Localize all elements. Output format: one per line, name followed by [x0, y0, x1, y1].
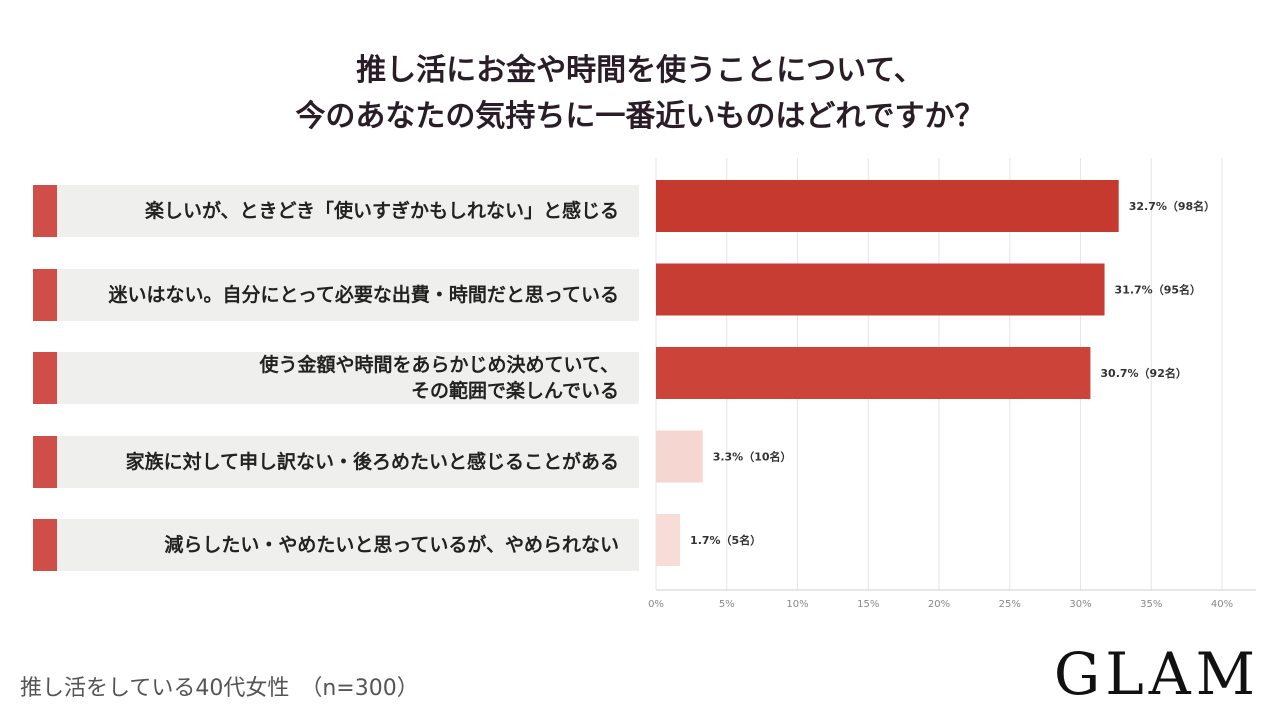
category-label-line: 減らしたい・やめたいと思っているが、やめられない [164, 534, 619, 556]
category-label-text: 使う金額や時間をあらかじめ決めていて、その範囲で楽しんでいる [57, 352, 619, 404]
category-label-line: 家族に対して申し訳ない・後ろめたいと感じることがある [125, 450, 619, 473]
category-label: 家族に対して申し訳ない・後ろめたいと感じることがある [33, 435, 639, 488]
x-tick-label: 20% [928, 599, 950, 610]
bar [656, 180, 1119, 232]
x-tick-label: 0% [648, 599, 664, 610]
x-tick-label: 35% [1140, 599, 1162, 610]
category-label-line: その範囲で楽しんでいる [410, 380, 619, 402]
chart-title-line2: 今のあなたの気持ちに一番近いものはどれですか？ [295, 99, 985, 134]
data-label: 3.3%（10名） [713, 450, 792, 464]
label-accent-bar [33, 352, 57, 404]
chart-title-line1: 推し活にお金や時間を使うことについて、 [356, 53, 924, 88]
data-label: 1.7%（5名） [690, 533, 761, 547]
category-label-line: 楽しいが、ときどき「使いすぎかもしれない」と感じる [144, 200, 619, 222]
x-tick-label: 30% [1069, 599, 1091, 610]
bar [656, 514, 681, 566]
category-label: 減らしたい・やめたいと思っているが、やめられない [33, 519, 639, 571]
glam-logo: GLAM [1053, 640, 1260, 708]
category-label-line: 使う金額や時間をあらかじめ決めていて、 [259, 354, 619, 376]
data-label: 31.7%（95名） [1115, 283, 1201, 297]
sample-footnote: 推し活をしている40代女性 （n=300） [20, 676, 419, 701]
x-tick-label: 10% [786, 599, 808, 610]
category-label-line: 迷いはない。自分にとって必要な出費・時間だと思っている [108, 283, 619, 306]
chart-title: 推し活にお金や時間を使うことについて、 今のあなたの気持ちに一番近いものはどれで… [0, 48, 1280, 140]
category-label-text: 家族に対して申し訳ない・後ろめたいと感じることがある [57, 436, 619, 488]
x-tick-label: 15% [857, 599, 879, 610]
category-label: 使う金額や時間をあらかじめ決めていて、その範囲で楽しんでいる [33, 352, 639, 404]
bar [656, 347, 1091, 399]
category-label-text: 楽しいが、ときどき「使いすぎかもしれない」と感じる [57, 185, 619, 237]
label-accent-bar [33, 519, 57, 571]
bar [656, 263, 1105, 316]
data-label: 30.7%（92名） [1100, 366, 1186, 380]
category-label: 迷いはない。自分にとって必要な出費・時間だと思っている [33, 268, 639, 321]
x-tick-label: 5% [719, 599, 735, 610]
data-label: 32.7%（98名） [1129, 199, 1215, 213]
category-label-text: 減らしたい・やめたいと思っているが、やめられない [57, 519, 619, 571]
x-tick-label: 40% [1211, 599, 1233, 610]
label-accent-bar [33, 185, 57, 237]
label-accent-bar [33, 435, 57, 488]
category-label: 楽しいが、ときどき「使いすぎかもしれない」と感じる [33, 185, 639, 237]
category-label-text: 迷いはない。自分にとって必要な出費・時間だと思っている [57, 269, 619, 321]
bar [656, 430, 703, 483]
label-accent-bar [33, 268, 57, 321]
x-tick-label: 25% [999, 599, 1021, 610]
